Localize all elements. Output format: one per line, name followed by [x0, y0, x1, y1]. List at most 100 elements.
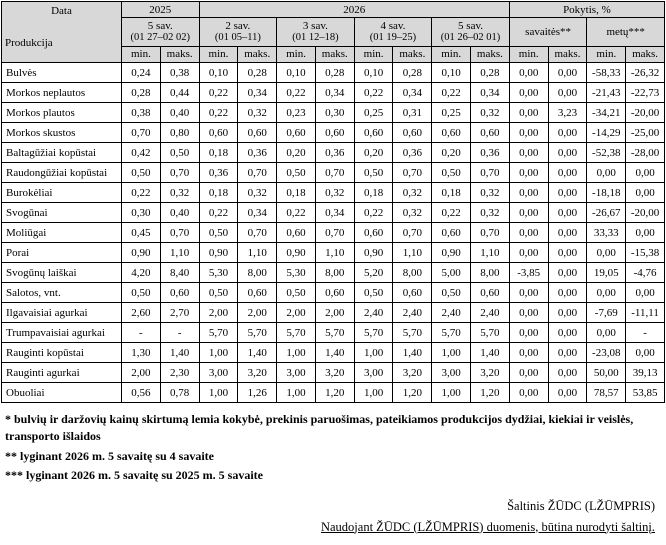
product-name: Ilgavaisiai agurkai: [1, 302, 122, 323]
value-cell: 0,78: [159, 382, 200, 403]
value-cell: 0,31: [392, 102, 433, 123]
table-row: Raudongūžiai kopūstai 0,50 0,70 0,36 0,70 0,5…: [1, 162, 665, 183]
value-cell: 0,34: [392, 82, 433, 103]
minmax-label: min.: [353, 45, 394, 64]
value-cell: 4,20: [121, 262, 161, 283]
value-cell: 0,60: [237, 122, 278, 143]
product-name: Raudongūžiai kopūstai: [1, 162, 122, 183]
value-cell: 8,00: [237, 262, 278, 283]
value-cell: 3,00: [276, 362, 316, 383]
value-cell: 0,10: [431, 62, 472, 83]
week-dates: (01 27–02 02): [130, 32, 191, 44]
value-cell: 0,70: [470, 162, 510, 183]
value-cell: -21,43: [586, 82, 627, 103]
corner-cell: Data Produkcija: [1, 1, 122, 63]
value-cell: 1,40: [159, 342, 200, 363]
value-cell: 0,60: [470, 282, 510, 303]
value-cell: 0,25: [431, 102, 472, 123]
value-cell: 19,05: [586, 262, 627, 283]
value-cell: 0,22: [353, 82, 394, 103]
value-cell: 0,32: [392, 202, 433, 223]
value-cell: -14,29: [586, 122, 627, 143]
value-cell: 0,00: [547, 142, 588, 163]
value-cell: 2,00: [276, 302, 316, 323]
value-cell: 8,00: [392, 262, 433, 283]
value-cell: 0,00: [508, 222, 549, 243]
value-cell: 0,70: [159, 222, 200, 243]
value-cell: 0,60: [392, 282, 433, 303]
value-cell: 0,00: [547, 182, 588, 203]
value-cell: 0,70: [392, 222, 433, 243]
value-cell: 0,24: [121, 62, 161, 83]
product-name: Svogūnų laiškai: [1, 262, 122, 283]
value-cell: 0,23: [276, 102, 316, 123]
minmax-label: maks.: [392, 45, 433, 64]
minmax-label: min.: [121, 45, 161, 64]
value-cell: 0,70: [159, 162, 200, 183]
year-row: Data Produkcija 2025 2026 Pokytis, %: [1, 0, 666, 63]
value-cell: 0,10: [276, 62, 316, 83]
table-body: Bulvės 0,24 0,38 0,10 0,28 0,10 0,28 0,10 0,28 0,…: [1, 62, 665, 403]
table-row: Svogūnų laiškai 4,20 8,40 5,30 8,00 5,30 8,00 5…: [1, 262, 665, 283]
minmax-label: maks.: [314, 45, 355, 64]
value-cell: 0,00: [547, 82, 588, 103]
week-dates: (01 05–11): [214, 32, 261, 44]
value-cell: 0,00: [625, 342, 665, 363]
value-cell: 1,20: [470, 382, 510, 403]
value-cell: 0,18: [198, 142, 239, 163]
value-cell: 0,70: [314, 162, 355, 183]
value-cell: 0,90: [198, 242, 239, 263]
value-cell: 0,90: [121, 242, 161, 263]
value-cell: 0,50: [431, 162, 472, 183]
value-cell: 5,00: [431, 262, 472, 283]
value-cell: 0,28: [121, 82, 161, 103]
source-attribution-note: Naudojant ŽŪDC (LŽŪMPRIS) duomenis, būti…: [320, 519, 655, 534]
value-cell: 0,34: [237, 82, 278, 103]
change-week-header: savaitės**: [508, 17, 588, 47]
value-cell: 1,40: [237, 342, 278, 363]
value-cell: 0,50: [431, 282, 472, 303]
value-cell: 0,00: [547, 282, 588, 303]
week-header-2025-5: 5 sav. (01 27–02 02): [121, 17, 200, 47]
value-cell: 2,40: [353, 302, 394, 323]
value-cell: 0,70: [121, 122, 161, 143]
table-row: Trumpavaisiai agurkai - -5,70 5,70 5,70 5,70 5…: [1, 322, 665, 343]
source-name: Šaltinis ŽŪDC (LŽŪMPRIS): [507, 498, 655, 513]
value-cell: 0,28: [470, 62, 510, 83]
value-cell: 0,22: [276, 82, 316, 103]
value-cell: 5,30: [198, 262, 239, 283]
table-header: Data Produkcija 2025 2026 Pokytis, % 5 s…: [1, 0, 666, 64]
value-cell: 1,10: [392, 242, 433, 263]
value-cell: 0,00: [508, 142, 549, 163]
value-cell: 0,70: [470, 222, 510, 243]
value-cell: 0,00: [508, 282, 549, 303]
value-cell: 8,40: [159, 262, 200, 283]
value-cell: 78,57: [586, 382, 627, 403]
value-cell: 3,00: [198, 362, 239, 383]
value-cell: 1,00: [198, 342, 239, 363]
value-cell: 1,40: [392, 342, 433, 363]
value-cell: 0,40: [159, 102, 200, 123]
value-cell: 0,22: [431, 202, 472, 223]
value-cell: 3,00: [431, 362, 472, 383]
value-cell: 0,70: [392, 162, 433, 183]
footnote-year-comparison: *** lyginant 2026 m. 5 savaitę su 2025 m…: [5, 468, 263, 483]
value-cell: 0,60: [392, 122, 433, 143]
value-cell: 0,36: [237, 142, 278, 163]
value-cell: 0,60: [470, 122, 510, 143]
value-cell: 5,70: [237, 322, 278, 343]
value-cell: 0,28: [314, 62, 355, 83]
value-cell: 0,00: [625, 282, 665, 303]
value-cell: 2,00: [198, 302, 239, 323]
week-label: 4 sav.: [380, 20, 406, 33]
value-cell: 5,30: [276, 262, 316, 283]
value-cell: 0,60: [159, 282, 200, 303]
value-cell: 0,00: [586, 322, 627, 343]
value-cell: 0,22: [198, 82, 239, 103]
table-row: Morkos plautos 0,38 0,40 0,22 0,32 0,23 0,30 0,…: [1, 102, 665, 123]
value-cell: 0,60: [276, 222, 316, 243]
data-label: Data: [51, 5, 72, 17]
week-dates: (01 12–18): [292, 32, 339, 44]
value-cell: 2,00: [314, 302, 355, 323]
value-cell: 0,36: [198, 162, 239, 183]
